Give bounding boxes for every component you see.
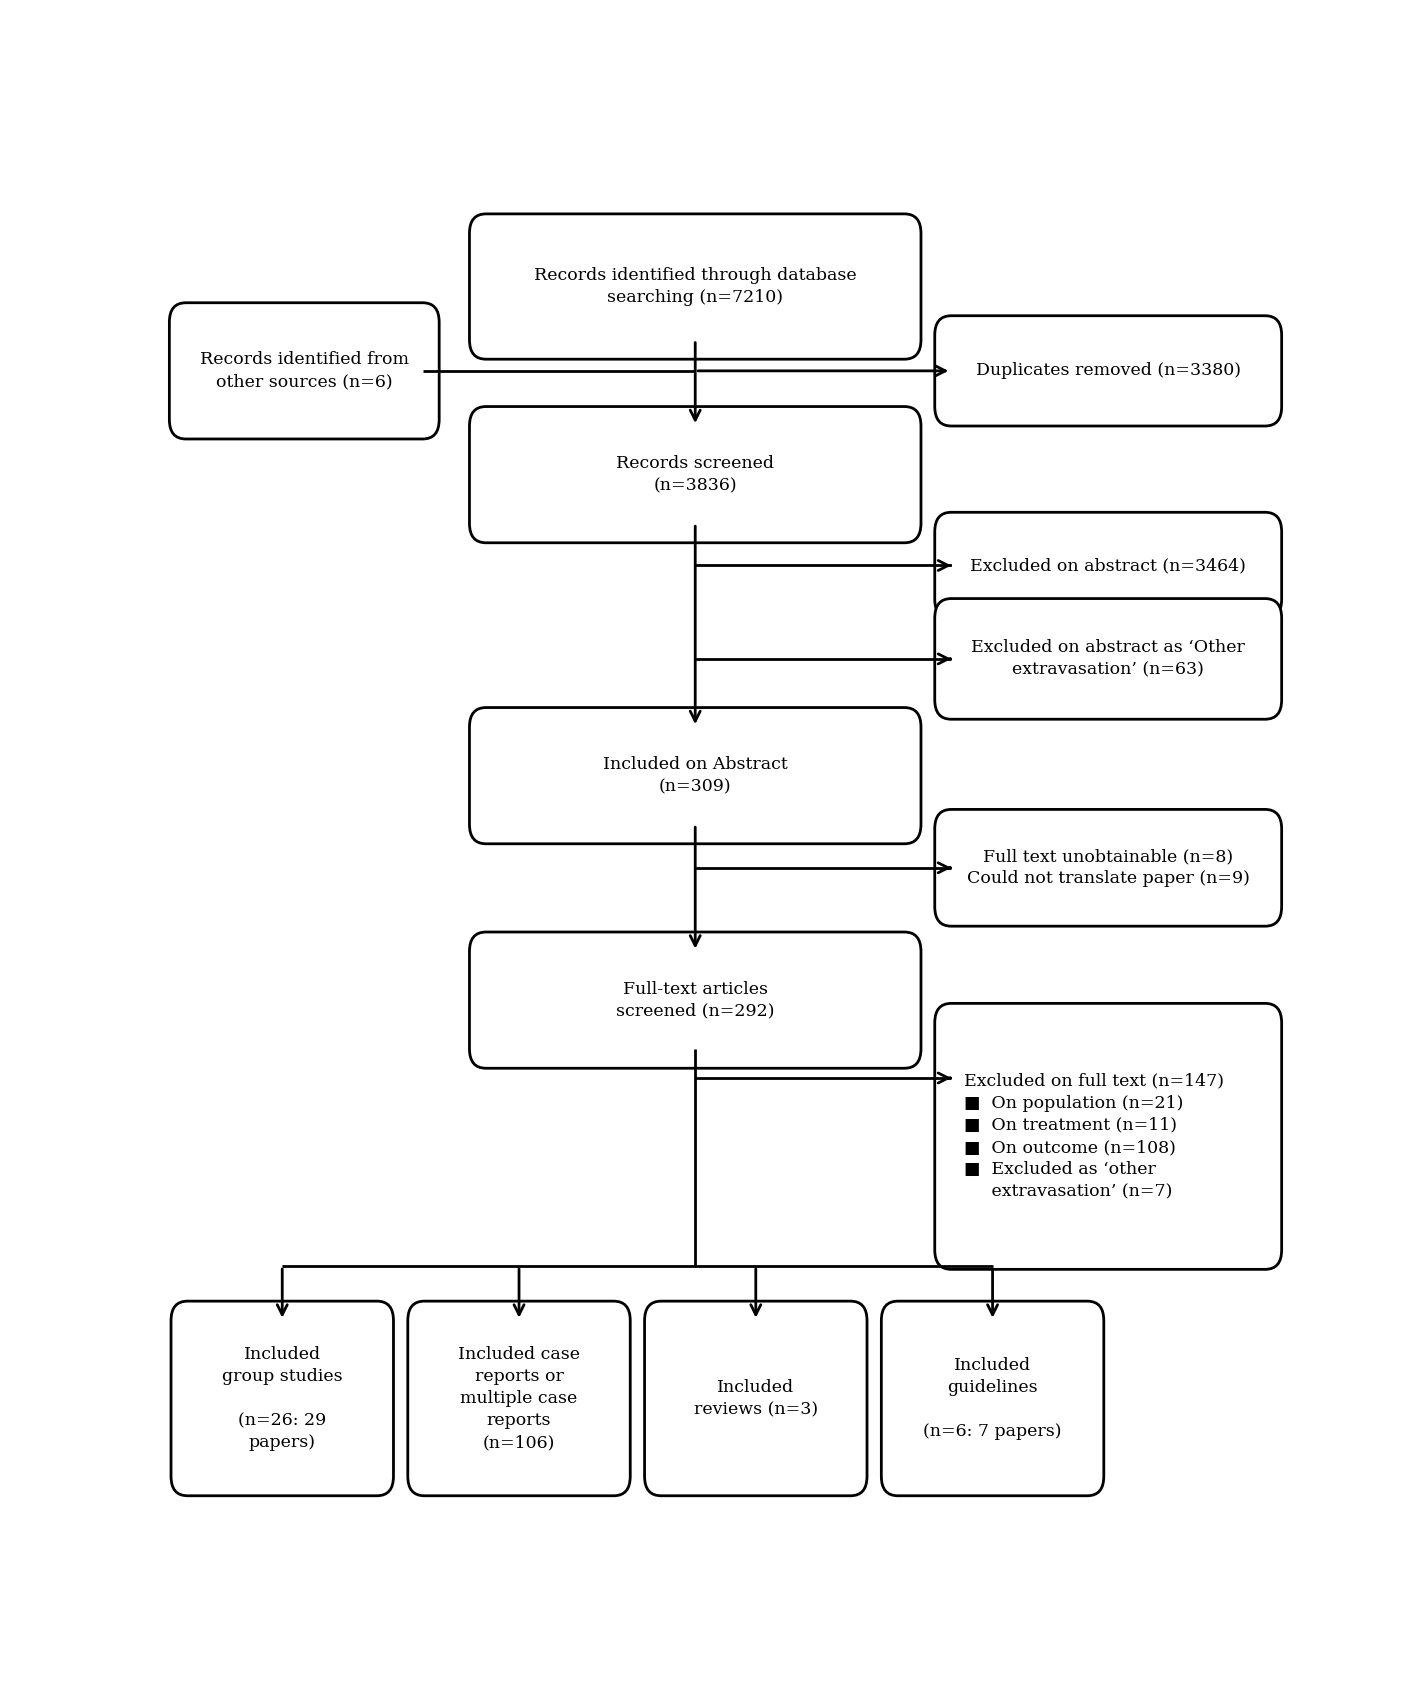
FancyBboxPatch shape (935, 809, 1282, 927)
Text: Excluded on abstract as ‘Other
extravasation’ (n=63): Excluded on abstract as ‘Other extravasa… (972, 639, 1245, 679)
FancyBboxPatch shape (469, 214, 921, 359)
FancyBboxPatch shape (645, 1301, 867, 1496)
FancyBboxPatch shape (935, 315, 1282, 426)
Text: Excluded on full text (n=147)
■  On population (n=21)
■  On treatment (n=11)
■  : Excluded on full text (n=147) ■ On popul… (965, 1072, 1225, 1200)
FancyBboxPatch shape (469, 406, 921, 543)
Text: Duplicates removed (n=3380): Duplicates removed (n=3380) (976, 362, 1241, 379)
Text: Full text unobtainable (n=8)
Could not translate paper (n=9): Full text unobtainable (n=8) Could not t… (966, 848, 1249, 888)
Text: Included
reviews (n=3): Included reviews (n=3) (693, 1378, 818, 1419)
Text: Full-text articles
screened (n=292): Full-text articles screened (n=292) (615, 981, 774, 1019)
Text: Excluded on abstract (n=3464): Excluded on abstract (n=3464) (971, 558, 1246, 575)
Text: Records identified through database
searching (n=7210): Records identified through database sear… (534, 266, 857, 307)
FancyBboxPatch shape (469, 708, 921, 844)
Text: Records identified from
other sources (n=6): Records identified from other sources (n… (200, 350, 409, 391)
FancyBboxPatch shape (169, 303, 439, 440)
Text: Included on Abstract
(n=309): Included on Abstract (n=309) (603, 757, 787, 795)
FancyBboxPatch shape (881, 1301, 1104, 1496)
FancyBboxPatch shape (935, 1003, 1282, 1269)
Text: Included case
reports or
multiple case
reports
(n=106): Included case reports or multiple case r… (458, 1346, 580, 1451)
Text: Records screened
(n=3836): Records screened (n=3836) (617, 455, 774, 494)
FancyBboxPatch shape (408, 1301, 631, 1496)
Text: Included
group studies

(n=26: 29
papers): Included group studies (n=26: 29 papers) (222, 1346, 342, 1451)
FancyBboxPatch shape (935, 598, 1282, 719)
FancyBboxPatch shape (935, 512, 1282, 618)
Text: Included
guidelines

(n=6: 7 papers): Included guidelines (n=6: 7 papers) (924, 1356, 1061, 1441)
FancyBboxPatch shape (171, 1301, 394, 1496)
FancyBboxPatch shape (469, 932, 921, 1068)
